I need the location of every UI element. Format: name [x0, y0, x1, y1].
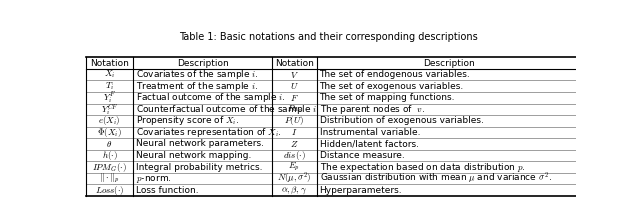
Text: $U$: $U$ [290, 81, 299, 91]
Text: Notation: Notation [275, 59, 314, 68]
Text: $E_p$: $E_p$ [289, 161, 300, 173]
Text: $\|\cdot\|_p$: $\|\cdot\|_p$ [99, 172, 120, 185]
Text: The parent nodes of  $v$.: The parent nodes of $v$. [319, 103, 424, 116]
Text: $IPM_G(\cdot)$: $IPM_G(\cdot)$ [92, 161, 127, 174]
Text: Neural network parameters.: Neural network parameters. [136, 139, 264, 149]
Text: Loss function.: Loss function. [136, 186, 198, 195]
Text: $X_i$: $X_i$ [104, 69, 115, 81]
Text: The set of exogenous variables.: The set of exogenous variables. [319, 82, 464, 91]
Text: Neural network mapping.: Neural network mapping. [136, 151, 252, 160]
Text: $F$: $F$ [290, 93, 299, 103]
Text: Treatment of the sample $i$.: Treatment of the sample $i$. [136, 80, 258, 93]
Text: Notation: Notation [90, 59, 129, 68]
Text: $Loss(\cdot)$: $Loss(\cdot)$ [95, 184, 124, 197]
Text: $V$: $V$ [290, 70, 299, 80]
Text: $\Phi(X_i)$: $\Phi(X_i)$ [97, 126, 122, 139]
Text: $I$: $I$ [291, 127, 298, 137]
Text: The set of endogenous variables.: The set of endogenous variables. [319, 70, 470, 79]
Text: Propensity score of $X_i$.: Propensity score of $X_i$. [136, 114, 239, 127]
Text: Instrumental variable.: Instrumental variable. [319, 128, 420, 137]
Text: Counterfactual outcome of the sample $i$.: Counterfactual outcome of the sample $i$… [136, 103, 320, 116]
Text: $p$-norm.: $p$-norm. [136, 172, 172, 184]
Text: Gaussian distribution with mean $\mu$ and variance $\sigma^2$.: Gaussian distribution with mean $\mu$ an… [319, 171, 552, 186]
Text: Description: Description [177, 59, 228, 68]
Text: The expectation based on data distribution $p$.: The expectation based on data distributi… [319, 161, 525, 174]
Text: $N(\mu, \sigma^2)$: $N(\mu, \sigma^2)$ [277, 171, 312, 186]
Text: Hidden/latent factors.: Hidden/latent factors. [319, 139, 419, 149]
Text: $P(U)$: $P(U)$ [284, 114, 304, 127]
Text: Integral probability metrics.: Integral probability metrics. [136, 163, 262, 172]
Text: $\theta$: $\theta$ [106, 139, 113, 149]
Text: Description: Description [424, 59, 475, 68]
Text: Covariates representation of $X_i$.: Covariates representation of $X_i$. [136, 126, 282, 139]
Text: Distribution of exogenous variables.: Distribution of exogenous variables. [319, 116, 483, 125]
Text: Covariates of the sample $i$.: Covariates of the sample $i$. [136, 68, 259, 81]
Text: Table 1: Basic notations and their corresponding descriptions: Table 1: Basic notations and their corre… [179, 32, 477, 42]
Text: $Pa_v$: $Pa_v$ [287, 104, 302, 115]
Text: Factual outcome of the sample $i$.: Factual outcome of the sample $i$. [136, 91, 286, 104]
Text: $e(X_i)$: $e(X_i)$ [98, 114, 121, 127]
Text: $Y_i^F$: $Y_i^F$ [103, 90, 116, 106]
Text: Distance measure.: Distance measure. [319, 151, 404, 160]
Text: $Y_i^{CF}$: $Y_i^{CF}$ [100, 102, 118, 117]
Text: $T_i$: $T_i$ [105, 81, 114, 92]
Text: $Z$: $Z$ [290, 139, 298, 149]
Text: $dis(\cdot)$: $dis(\cdot)$ [283, 149, 305, 162]
Text: Hyperparameters.: Hyperparameters. [319, 186, 402, 195]
Text: $\alpha, \beta, \gamma$: $\alpha, \beta, \gamma$ [282, 184, 307, 196]
Text: The set of mapping functions.: The set of mapping functions. [319, 93, 455, 102]
Text: $h(\cdot)$: $h(\cdot)$ [102, 149, 117, 162]
